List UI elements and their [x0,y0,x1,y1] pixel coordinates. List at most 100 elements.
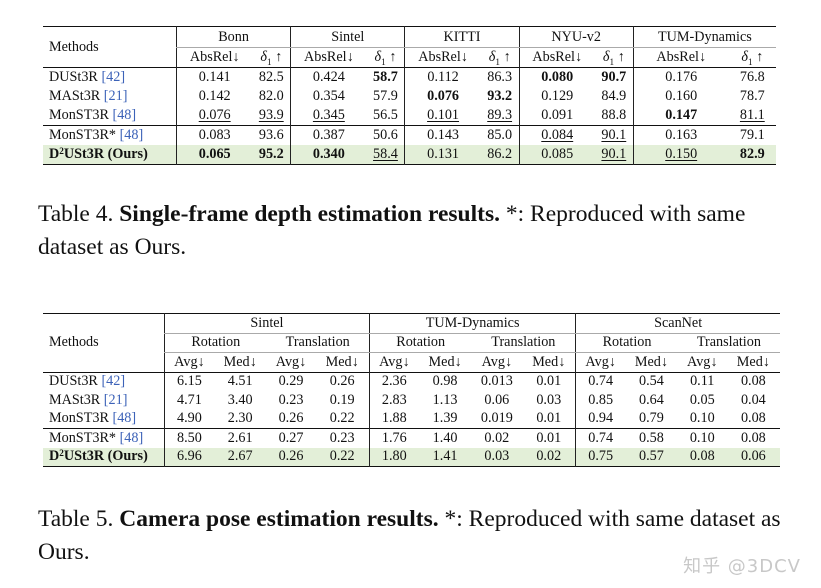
dataset-header: TUM-Dynamics [632,26,776,48]
cell: 0.131 [404,145,481,165]
cell: 57.9 [373,88,398,104]
cell: 0.03 [536,391,562,408]
pose-results-table: Methods Sintel TUM-Dynamics ScanNet Rota… [43,313,780,467]
metric-header: δ1 ↑ [374,48,397,67]
cell: 0.112 [404,67,481,87]
cell: 0.08 [740,410,766,427]
cell: 2.36 [368,372,419,391]
sub-header: Rotation [163,333,267,353]
cell: 0.163 [632,125,729,145]
cell: 58.7 [373,69,398,85]
cell: 6.96 [163,447,214,467]
dataset-header: KITTI [404,26,520,48]
table-row-ours: D2USt3R (Ours) 0.065 95.2 0.340 58.4 0.1… [43,145,776,165]
methods-header: Methods [49,38,99,55]
metric-header: δ1 ↑ [260,48,283,67]
cell: 0.64 [639,391,664,408]
cell: 50.6 [373,127,398,143]
method-name: MonST3R [48] [49,410,137,427]
cell: 0.08 [740,429,766,446]
metric-header: AbsRel↓ [404,47,481,68]
cell: 0.160 [632,87,729,106]
cell: 0.10 [689,410,715,427]
cell: 1.40 [432,429,458,446]
methods-header: Methods [49,334,99,351]
cell: 0.02 [484,429,510,446]
method-name: MASt3R [21] [49,88,128,104]
cell: 86.2 [487,146,513,162]
table-row: DUSt3R [42] 0.141 82.5 0.424 58.7 0.112 … [43,67,776,87]
cell: 86.3 [487,69,513,85]
cell: 1.41 [432,448,458,465]
cell: 0.85 [575,391,626,410]
cell: 93.6 [258,127,284,143]
cell: 89.3 [487,107,513,123]
cell: 1.76 [368,428,419,448]
cell: 0.065 [176,145,253,165]
metric-header: Avg↓ [368,352,419,372]
cell: 0.23 [329,429,355,446]
cell: 82.9 [739,146,765,162]
cell: 4.51 [227,373,253,390]
cell: 0.75 [575,447,626,467]
sub-header: Translation [471,333,576,353]
cell: 95.2 [258,146,284,162]
metric-header: Med↓ [223,353,257,370]
cell: 0.085 [518,145,595,165]
cell: 0.74 [575,372,626,391]
cell: 0.076 [176,106,253,126]
cell: 0.387 [290,125,367,145]
cell: 0.54 [639,373,664,390]
method-name: DUSt3R [42] [49,373,126,390]
metric-header: δ1 ↑ [741,48,764,67]
watermark: 知乎 @3DCV [683,556,801,577]
cell: 0.01 [536,410,562,427]
cell: 0.22 [329,448,355,465]
method-name: MonST3R* [48] [49,429,144,446]
table-row: DUSt3R [42] 6.15 4.51 0.29 0.26 2.36 0.9… [43,372,780,391]
table-row: MASt3R [21] 4.71 3.40 0.23 0.19 2.83 1.1… [43,391,780,410]
cell: 82.5 [258,69,284,85]
dataset-header: Bonn [175,26,291,48]
cell: 0.013 [480,373,513,390]
metric-header: AbsRel↓ [518,47,595,68]
cell: 0.98 [432,373,458,390]
cell: 0.04 [740,391,766,408]
cell: 0.74 [575,428,626,448]
cell: 2.30 [227,410,253,427]
cell: 0.01 [536,373,562,390]
metric-header: Med↓ [532,353,566,370]
cell: 0.08 [740,373,766,390]
cell: 0.091 [518,106,595,126]
sub-header: Rotation [575,333,678,353]
cell: 81.1 [739,107,765,123]
cell: 2.61 [227,429,253,446]
cell: 90.7 [601,69,627,85]
metric-header: Avg↓ [575,352,626,372]
cell: 93.2 [487,88,513,104]
cell: 3.40 [227,391,253,408]
metric-header: Avg↓ [163,352,214,372]
cell: 0.94 [575,409,626,429]
metric-header: AbsRel↓ [632,47,729,68]
cell: 0.354 [290,87,367,106]
cell: 56.5 [373,107,398,123]
cell: 0.019 [480,410,513,427]
sub-header: Rotation [368,333,472,353]
metric-header: δ1 ↑ [488,48,511,67]
cell: 0.06 [740,448,766,465]
cell: 6.15 [163,372,214,391]
cell: 2.67 [227,448,253,465]
cell: 0.22 [329,410,355,427]
cell: 0.11 [690,373,715,390]
table-row: MonST3R* [48] 0.083 93.6 0.387 50.6 0.14… [43,125,776,145]
cell: 90.1 [601,146,627,162]
cell: 0.340 [290,145,367,165]
cell: 0.345 [290,106,367,126]
cell: 0.06 [484,391,510,408]
metric-header: Avg↓ [687,353,718,370]
cell: 0.141 [176,67,253,87]
cell: 2.83 [368,391,419,410]
cell: 0.080 [518,67,595,87]
table-row: MASt3R [21] 0.142 82.0 0.354 57.9 0.076 … [43,87,776,106]
